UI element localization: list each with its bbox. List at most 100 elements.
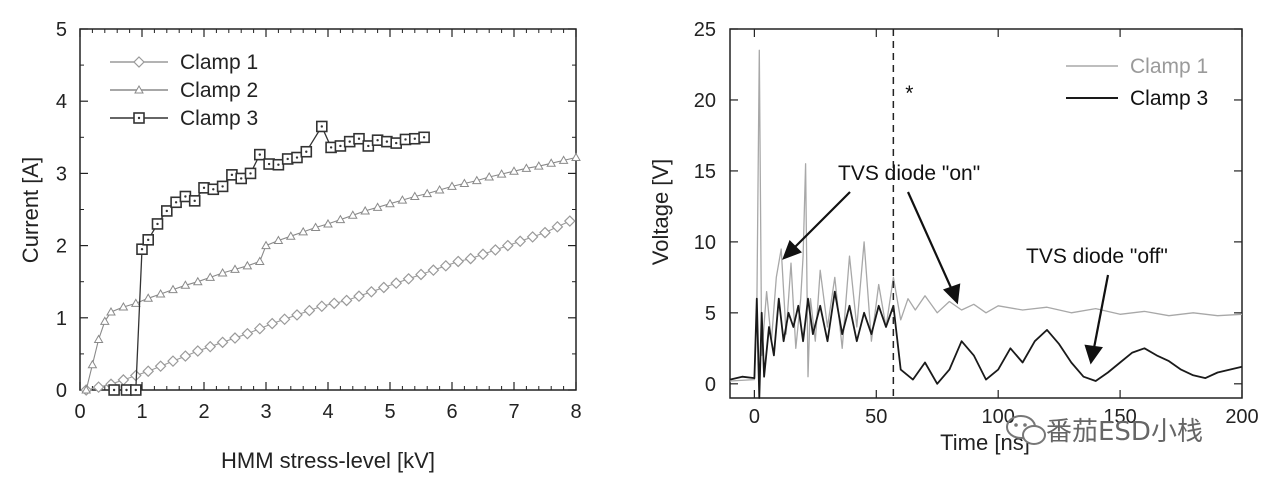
annotation-arrows — [782, 191, 1110, 365]
left-data-point — [434, 184, 445, 194]
left-x-tick-label: 7 — [508, 401, 519, 423]
left-legend: Clamp 1 Clamp 2 Clamp 3 — [110, 51, 258, 130]
left-data-point — [253, 322, 266, 335]
right-legend-label: Clamp 1 — [1130, 55, 1208, 78]
left-y-tick-label: 2 — [56, 236, 67, 258]
left-y-tick-label: 3 — [56, 163, 67, 185]
left-data-point-dot — [125, 388, 128, 392]
left-data-point — [204, 340, 217, 353]
left-series-1 — [80, 215, 576, 396]
left-y-ticks: 0 1 2 3 4 5 — [56, 19, 576, 402]
left-data-point — [242, 260, 253, 270]
left-data-point — [409, 191, 420, 201]
left-data-point — [117, 374, 130, 386]
left-data-point — [254, 256, 265, 265]
left-data-point — [526, 231, 539, 243]
left-data-point-dot — [357, 137, 361, 140]
left-data-point-dot — [240, 177, 243, 180]
left-x-tick-label: 8 — [570, 401, 581, 423]
left-legend-marker — [133, 56, 145, 68]
arrow-on-left — [791, 191, 851, 251]
left-data-point — [340, 294, 353, 307]
left-legend-label: Clamp 1 — [180, 51, 258, 74]
left-data-point — [377, 281, 390, 294]
left-data-point — [365, 285, 378, 298]
left-data-point-dot — [193, 199, 196, 203]
left-series-3 — [108, 120, 430, 396]
left-data-point — [397, 195, 408, 204]
left-data-point — [192, 276, 203, 286]
left-data-point-dot — [212, 188, 215, 191]
left-data-point — [154, 360, 167, 373]
arrowhead-on-right — [942, 283, 961, 305]
left-chart: 0 1 2 3 4 5 0 1 2 3 4 5 6 7 8 HMM stress-level [kV] C… — [18, 19, 582, 473]
left-data-point — [118, 301, 129, 311]
left-data-point — [106, 307, 116, 316]
left-data-point-dot — [134, 388, 137, 392]
left-data-point — [180, 280, 191, 289]
left-legend-label: Clamp 2 — [180, 79, 258, 102]
right-y-tick-label: 10 — [694, 232, 716, 254]
right-y-tick-label: 15 — [694, 161, 716, 183]
left-data-point — [93, 334, 104, 343]
left-data-point — [191, 345, 204, 357]
arrowhead-off — [1084, 344, 1103, 365]
left-data-point — [298, 226, 309, 236]
left-data-point-dot — [305, 150, 308, 153]
left-data-point-dot — [422, 136, 426, 139]
left-data-point — [266, 317, 279, 330]
right-y-tick-label: 0 — [705, 374, 716, 396]
left-plot-frame — [79, 28, 577, 391]
right-x-tick-label: 150 — [1103, 406, 1136, 428]
left-data-point — [229, 332, 241, 344]
left-data-point-dot — [413, 137, 416, 140]
left-data-point — [143, 293, 154, 302]
left-data-point — [551, 220, 564, 233]
left-data-point — [273, 235, 284, 245]
left-data-point-dot — [258, 153, 261, 156]
left-data-point — [447, 181, 457, 190]
left-data-point — [427, 264, 440, 276]
left-data-point — [217, 268, 228, 277]
wechat-icon — [1006, 415, 1046, 445]
left-x-tick-label: 3 — [260, 401, 271, 423]
left-data-point — [335, 214, 346, 224]
left-data-point — [402, 272, 415, 285]
arrowhead-on-left — [782, 240, 802, 260]
left-data-point — [415, 268, 427, 281]
left-data-point — [452, 255, 465, 268]
left-y-tick-label: 0 — [56, 380, 67, 402]
left-data-point — [571, 152, 581, 162]
left-data-point — [261, 240, 271, 250]
left-y-tick-label: 4 — [56, 91, 67, 113]
left-data-point-dot — [395, 141, 398, 145]
left-data-point-dot — [140, 248, 144, 251]
left-data-point — [459, 178, 470, 188]
left-data-point-dot — [286, 157, 289, 161]
left-data-point-dot — [165, 209, 168, 213]
left-x-tick-label: 6 — [446, 401, 457, 423]
left-series-2 — [81, 152, 581, 394]
left-data-point — [484, 172, 495, 181]
right-legend: Clamp 1 Clamp 3 — [1066, 55, 1208, 110]
left-data-point — [422, 188, 433, 198]
left-data-point — [390, 277, 403, 289]
left-data-point — [347, 210, 358, 219]
left-y-tick-label: 5 — [56, 19, 67, 41]
left-data-point-dot — [230, 173, 234, 177]
left-x-axis-label: HMM stress-level [kV] — [221, 448, 435, 473]
right-x-tick-label: 0 — [749, 406, 760, 428]
left-data-point — [353, 290, 365, 302]
left-data-point — [533, 161, 544, 170]
left-data-point-dot — [267, 162, 271, 166]
left-data-point — [99, 316, 110, 325]
right-x-ticks: 0 50 100 150 200 — [749, 29, 1259, 428]
left-data-point — [130, 298, 141, 307]
left-y-tick-label: 1 — [56, 308, 67, 330]
left-legend-label: Clamp 3 — [180, 107, 258, 130]
left-data-point-dot — [184, 195, 187, 198]
left-data-point — [278, 313, 291, 326]
left-x-tick-label: 2 — [198, 401, 209, 423]
left-series-group — [80, 120, 581, 396]
left-data-point-dot — [147, 238, 150, 242]
